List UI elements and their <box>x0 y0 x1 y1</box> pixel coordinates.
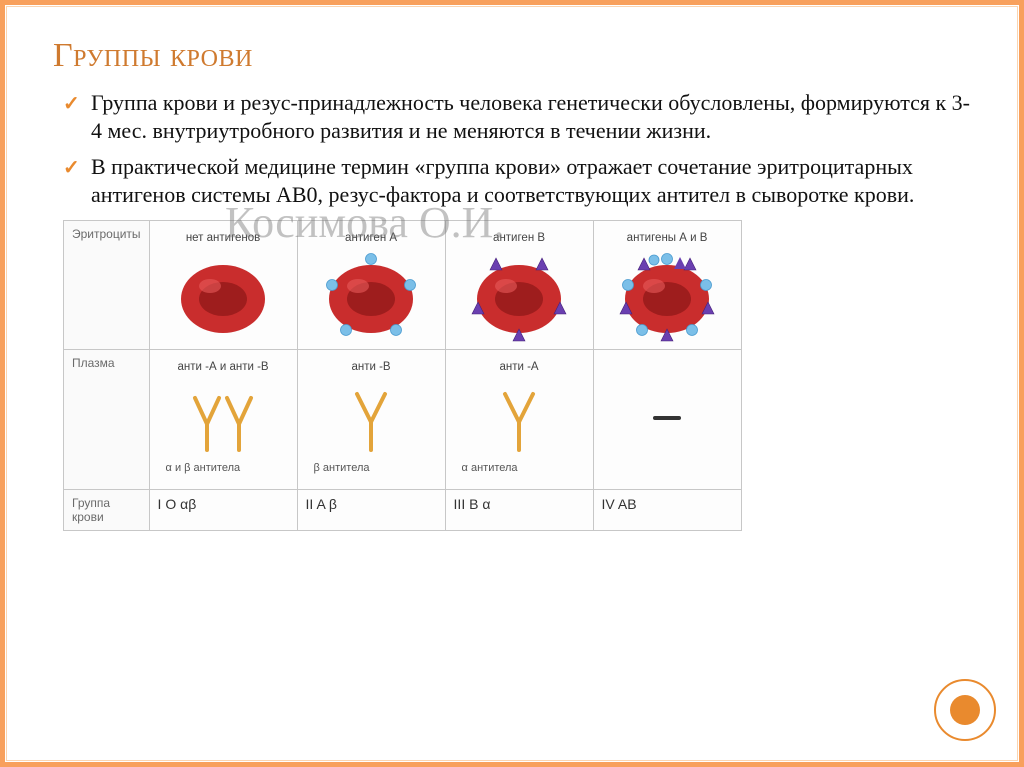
bullet-text: В практической медицине термин «группа к… <box>91 154 914 207</box>
table-row: Эритроциты нет антигенов антиген А антиг… <box>64 220 742 349</box>
erythrocyte-icon <box>316 251 426 343</box>
row-header: Плазма <box>64 349 150 489</box>
antibody-icon <box>321 380 421 458</box>
bullet-text: Группа крови и резус-принадлежность чело… <box>91 90 970 143</box>
erythrocyte-cell: антиген В <box>445 220 593 349</box>
check-icon: ✓ <box>63 92 80 118</box>
erythrocyte-icon <box>168 251 278 343</box>
blood-group-table: Эритроциты нет антигенов антиген А антиг… <box>63 220 742 531</box>
row-header: Группа крови <box>64 489 150 530</box>
plasma-cell <box>593 349 741 489</box>
bullet-item: ✓ Группа крови и резус-принадлежность че… <box>63 89 971 145</box>
no-antibody-icon <box>617 380 717 458</box>
plasma-label <box>661 356 672 378</box>
row-header: Эритроциты <box>64 220 150 349</box>
erythrocyte-icon <box>464 251 574 343</box>
antigen-label: антиген А <box>341 227 401 249</box>
table-row: Плазма анти -А и анти -В α и β антитела … <box>64 349 742 489</box>
decorative-circle-icon <box>933 678 997 742</box>
plasma-label: анти -В <box>347 356 394 378</box>
group-cell: II A β <box>297 489 445 530</box>
group-cell: III B α <box>445 489 593 530</box>
bullet-item: ✓ В практической медицине термин «группа… <box>63 153 971 209</box>
antigen-label: антиген В <box>489 227 549 249</box>
slide-title: Группы крови <box>53 37 971 75</box>
plasma-cell: анти -В β антитела <box>297 349 445 489</box>
antibody-icon <box>173 380 273 458</box>
plasma-label: анти -А <box>495 356 542 378</box>
group-cell: I O αβ <box>149 489 297 530</box>
bullet-list: ✓ Группа крови и резус-принадлежность че… <box>63 89 971 210</box>
erythrocyte-cell: антиген А <box>297 220 445 349</box>
erythrocyte-icon <box>612 251 722 343</box>
antibody-label <box>602 462 733 474</box>
antibody-icon <box>469 380 569 458</box>
erythrocyte-cell: нет антигенов <box>149 220 297 349</box>
antigen-label: нет антигенов <box>182 227 264 249</box>
antigen-label: антигены А и В <box>623 227 712 249</box>
erythrocyte-cell: антигены А и В <box>593 220 741 349</box>
slide-frame: Группы крови ✓ Группа крови и резус-прин… <box>0 0 1024 767</box>
table-row: Группа кровиI O αβII A βIII B αIV AB <box>64 489 742 530</box>
plasma-label: анти -А и анти -В <box>174 356 273 378</box>
check-icon: ✓ <box>63 156 80 182</box>
plasma-cell: анти -А α антитела <box>445 349 593 489</box>
plasma-cell: анти -А и анти -В α и β антитела <box>149 349 297 489</box>
antibody-label: β антитела <box>306 462 437 474</box>
antibody-label: α и β антитела <box>158 462 289 474</box>
antibody-label: α антитела <box>454 462 585 474</box>
group-cell: IV AB <box>593 489 741 530</box>
